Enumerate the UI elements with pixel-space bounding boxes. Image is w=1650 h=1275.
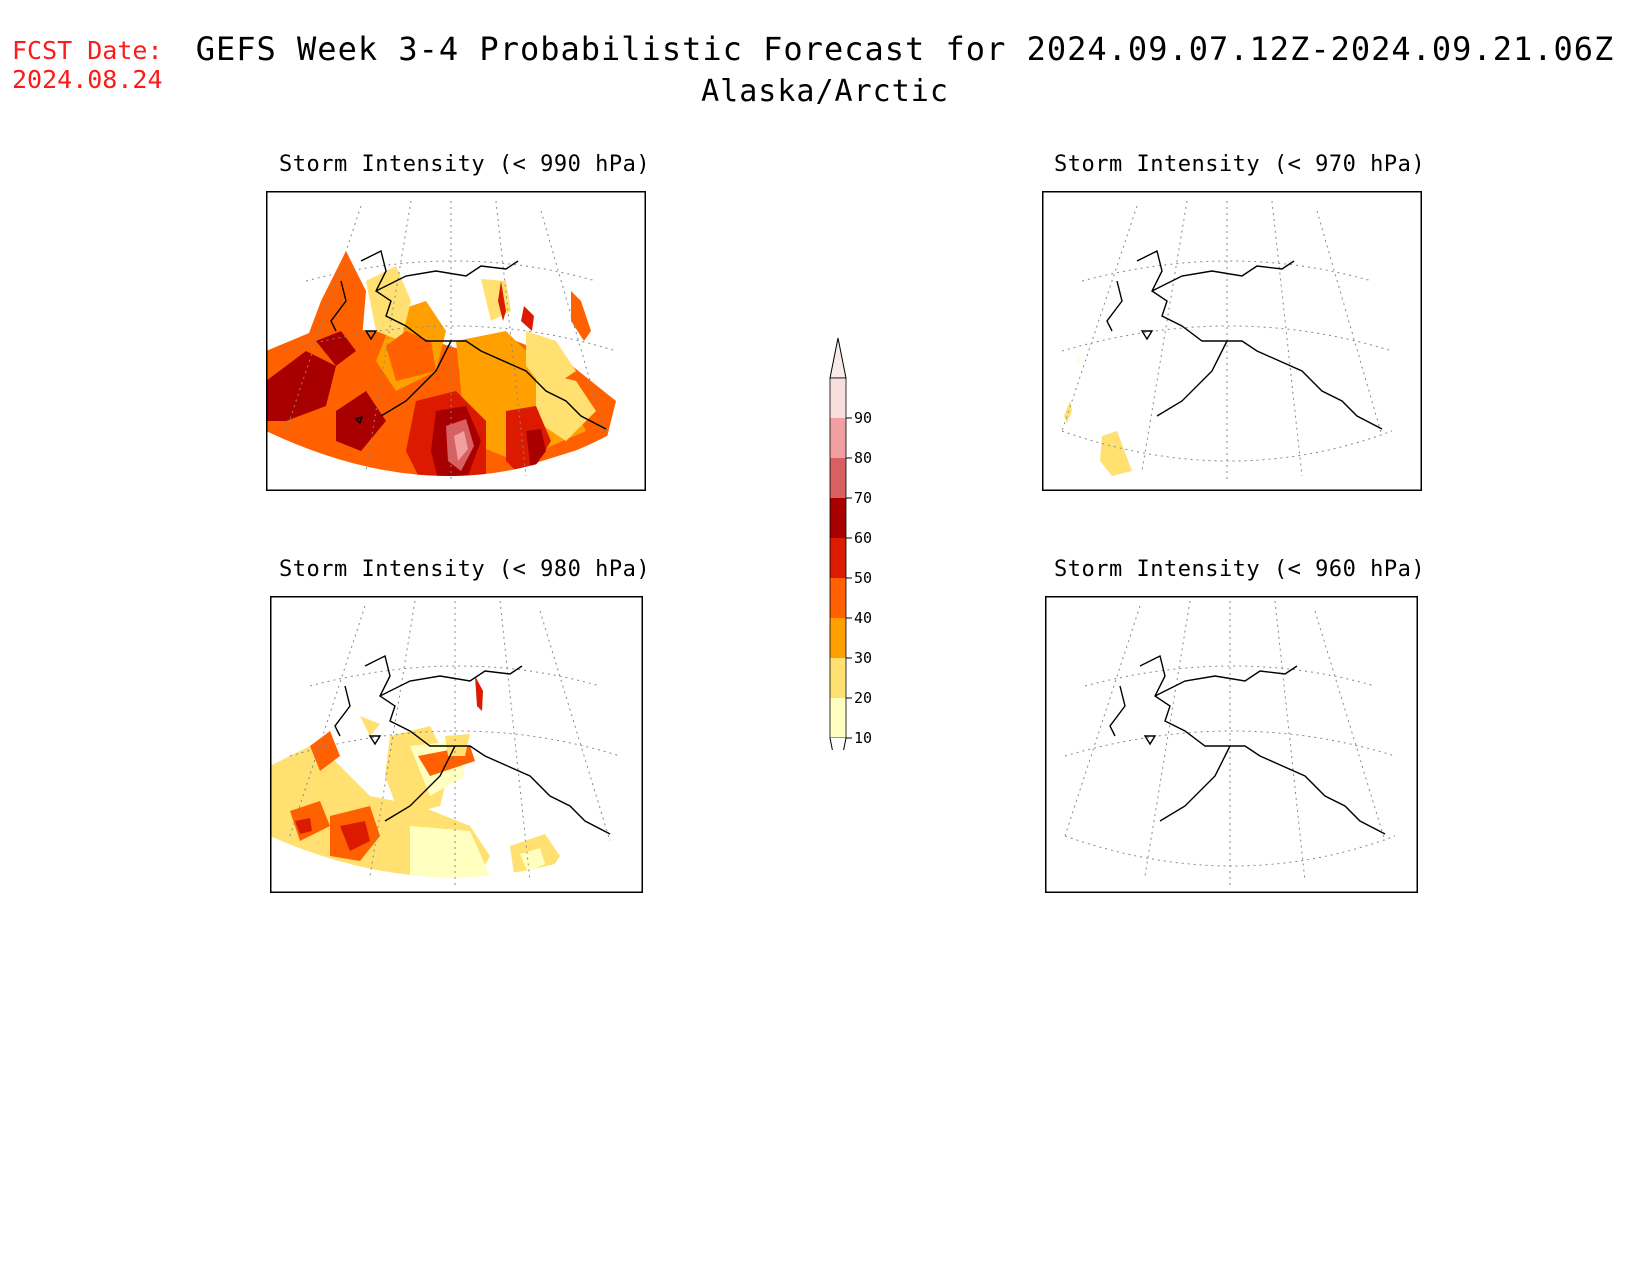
colorbar-label: 40 xyxy=(854,609,872,627)
coastline-960 xyxy=(1109,654,1386,835)
colorbar-swatch xyxy=(830,458,846,498)
map-panel-990 xyxy=(266,191,646,491)
coastline-990 xyxy=(330,249,607,430)
panel-title-990: Storm Intensity (< 990 hPa) xyxy=(279,152,651,177)
panel-title-980: Storm Intensity (< 980 hPa) xyxy=(279,557,651,582)
coastline-970 xyxy=(1106,249,1383,430)
figure-header: GEFS Week 3-4 Probabilistic Forecast for… xyxy=(0,30,1650,109)
colorbar-swatch xyxy=(830,538,846,578)
colorbar-swatches xyxy=(829,337,852,750)
colorbar-swatch xyxy=(830,578,846,618)
colorbar-label: 60 xyxy=(854,529,872,547)
colorbar-top-cap xyxy=(829,337,847,379)
panel-frame-960 xyxy=(1045,596,1418,893)
colorbar-label: 70 xyxy=(854,489,872,507)
colorbar-swatch xyxy=(830,658,846,698)
map-panel-970 xyxy=(1042,191,1422,491)
colorbar-swatch xyxy=(830,698,846,738)
colorbar-label: 10 xyxy=(854,729,872,747)
panel-title-970: Storm Intensity (< 970 hPa) xyxy=(1054,152,1426,177)
panel-frame-970 xyxy=(1042,191,1422,491)
panel-frame-980 xyxy=(270,596,643,893)
probability-fill-980 xyxy=(270,676,560,878)
colorbar-label: 20 xyxy=(854,689,872,707)
colorbar-labels: 90 80 70 60 50 40 30 20 10 xyxy=(854,409,872,747)
forecast-date-block: FCST Date: 2024.08.24 xyxy=(12,36,163,94)
map-panel-980 xyxy=(270,596,643,893)
colorbar-label: 30 xyxy=(854,649,872,667)
probability-colorbar: 90 80 70 60 50 40 30 20 10 xyxy=(829,337,872,750)
panel-title-960: Storm Intensity (< 960 hPa) xyxy=(1054,557,1426,582)
figure-subtitle: Alaska/Arctic xyxy=(701,74,949,109)
colorbar-bottom-cap xyxy=(829,737,847,750)
colorbar-label: 80 xyxy=(854,449,872,467)
map-panel-960 xyxy=(1045,596,1418,893)
colorbar-swatch xyxy=(830,618,846,658)
colorbar-swatch xyxy=(830,378,846,418)
colorbar-label: 90 xyxy=(854,409,872,427)
figure-title: GEFS Week 3-4 Probabilistic Forecast for… xyxy=(195,30,1615,68)
probability-fill-970 xyxy=(1064,356,1132,476)
colorbar-swatch xyxy=(830,498,846,538)
forecast-date-value: 2024.08.24 xyxy=(12,65,163,94)
colorbar-swatch xyxy=(830,418,846,458)
panel-frame-990 xyxy=(266,191,646,491)
colorbar-label: 50 xyxy=(854,569,872,587)
probability-fill-990 xyxy=(266,251,616,476)
graticule-980 xyxy=(289,600,621,886)
graticule-960 xyxy=(1064,600,1396,886)
forecast-date-label: FCST Date: xyxy=(12,36,163,65)
coastline-980 xyxy=(334,654,611,835)
